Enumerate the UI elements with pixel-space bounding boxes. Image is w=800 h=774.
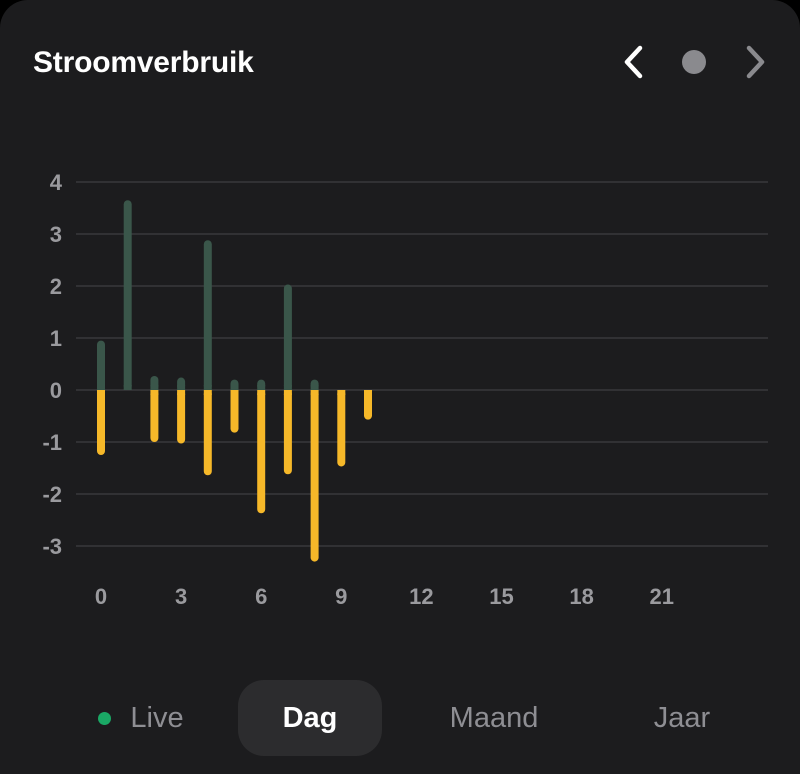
return-bar [364,390,372,420]
tab-dag[interactable]: Dag [238,680,382,756]
x-axis-ticks: 0 3 6 9 12 15 18 21 [95,584,674,609]
tab-jaar[interactable]: Jaar [612,680,752,756]
consumption-bar [177,377,186,390]
consumption-bar [150,375,159,390]
y-tick-label: 1 [50,326,62,351]
consumption-bar [310,379,319,390]
x-tick-label: 12 [409,584,433,609]
current-period-dot-icon[interactable] [682,50,706,74]
y-tick-label: -3 [42,534,62,559]
y-tick-label: -1 [42,430,62,455]
return-bar [230,390,239,433]
consumption-bar [257,379,266,390]
y-tick-label: 4 [50,170,63,195]
return-bar [283,390,292,475]
period-tabs: Live Dag Maand Jaar [0,680,800,756]
consumption-bar [230,379,239,390]
previous-period-button[interactable] [614,42,654,82]
consumption-bar [123,200,132,390]
next-period-button[interactable] [735,42,775,82]
consumption-bar [283,284,292,390]
chart-gridlines [76,181,768,547]
x-tick-label: 9 [335,584,347,609]
consumption-bar [203,240,212,390]
y-tick-label: 2 [50,274,62,299]
return-bar [97,390,105,455]
tab-live[interactable]: Live [66,680,216,756]
card-title: Stroomverbruik [33,46,254,79]
return-bar [310,390,319,562]
return-bar [203,390,212,476]
y-tick-label: -2 [42,482,62,507]
consumption-bar [97,340,105,390]
y-tick-label: 0 [50,378,62,403]
tab-maand[interactable]: Maand [414,680,574,756]
tab-dag-label: Dag [282,701,338,734]
x-tick-label: 21 [649,584,673,609]
chevron-right-icon [746,45,765,79]
live-status-dot-icon [98,711,112,725]
y-axis-ticks: 4 3 2 1 0 -1 -2 -3 [42,170,62,559]
x-tick-label: 0 [95,584,107,609]
return-bar [337,390,346,467]
chart-bars [97,200,372,562]
x-tick-label: 6 [255,584,267,609]
return-bar [257,390,266,514]
return-bar [150,390,159,442]
chevron-left-icon [624,45,643,79]
x-tick-label: 3 [175,584,187,609]
return-bar [177,390,186,444]
y-tick-label: 3 [50,222,62,247]
tab-jaar-label: Jaar [653,701,711,734]
tab-live-label: Live [130,701,184,734]
x-tick-label: 18 [569,584,593,609]
tab-maand-label: Maand [449,701,539,734]
x-tick-label: 15 [489,584,513,609]
